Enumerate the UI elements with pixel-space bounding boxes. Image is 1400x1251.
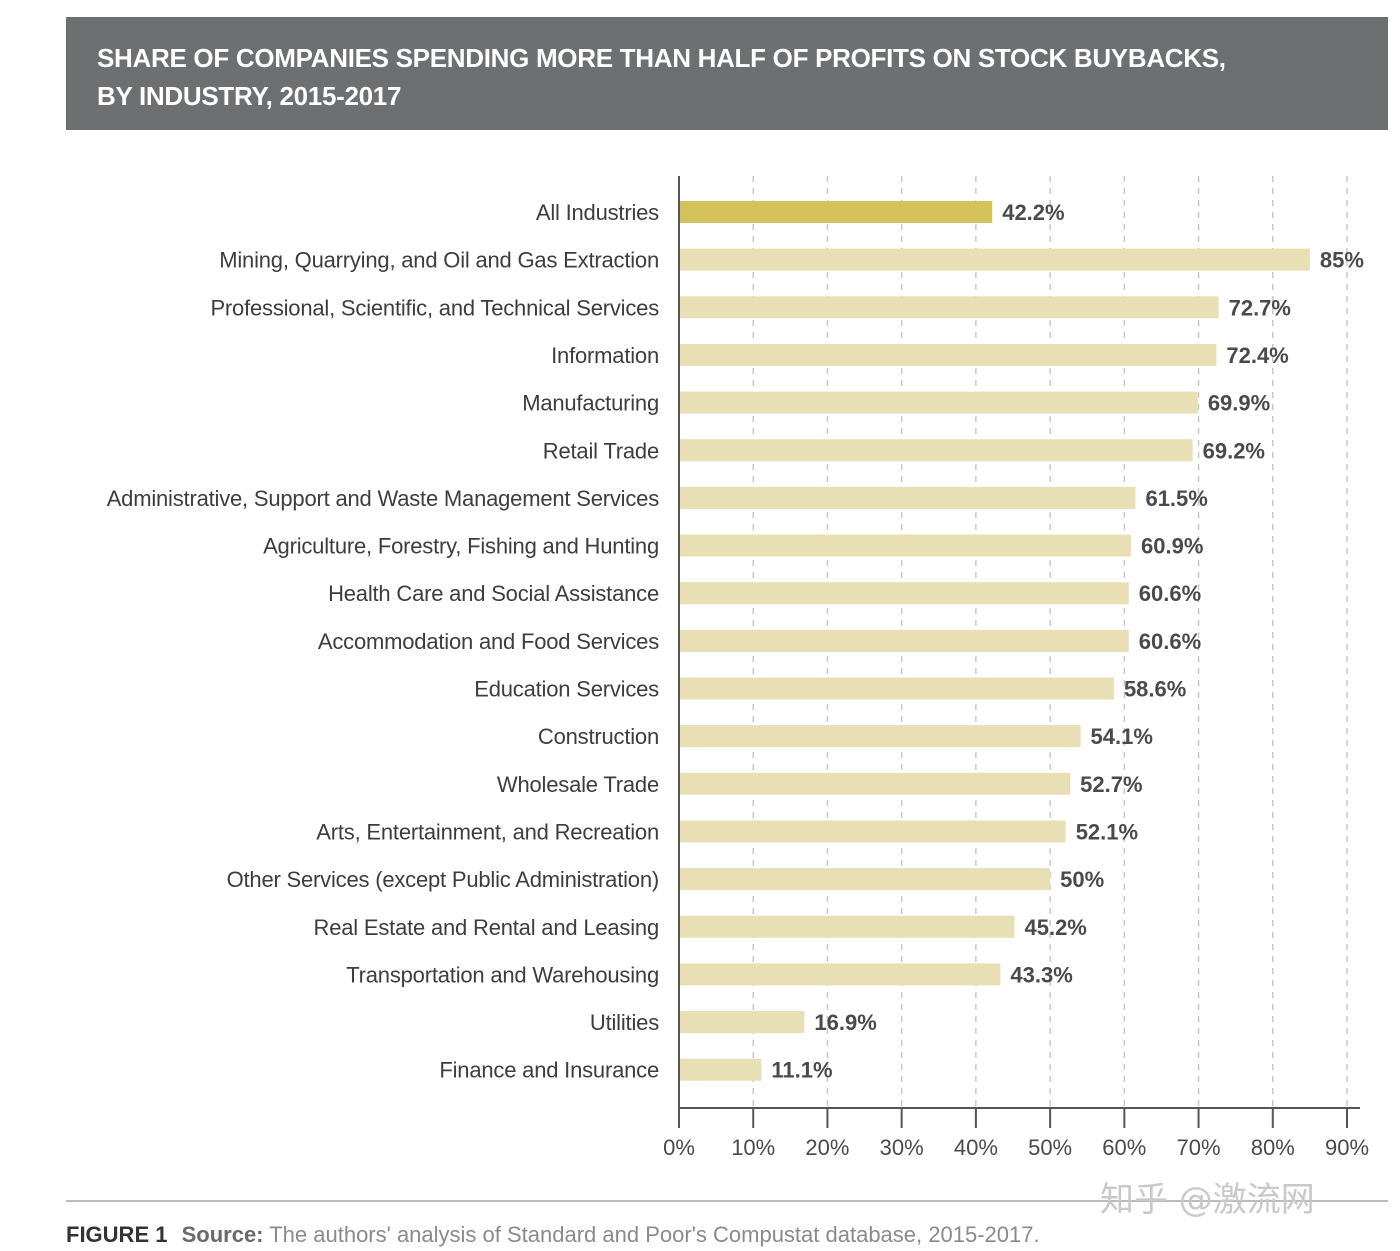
bar [679,343,1217,366]
category-label: Finance and Insurance [439,1058,659,1083]
source-text: The authors' analysis of Standard and Po… [269,1222,1040,1247]
category-label: Other Services (except Public Administra… [227,867,659,892]
bar [679,391,1198,414]
category-label: Administrative, Support and Waste Manage… [107,486,659,511]
bar [679,486,1136,509]
category-label: Information [551,343,659,368]
category-label: Mining, Quarrying, and Oil and Gas Extra… [219,248,659,273]
category-label: Health Care and Social Assistance [328,581,659,606]
bar [679,915,1015,938]
x-tick-label: 90% [1325,1135,1369,1160]
x-tick-label: 0% [663,1135,695,1160]
category-label: Manufacturing [522,391,659,416]
bar [679,677,1114,700]
category-label: Arts, Entertainment, and Recreation [316,819,659,844]
bar [679,296,1219,319]
bar [679,725,1081,748]
category-label: Construction [538,724,659,749]
x-tick-label: 20% [805,1135,849,1160]
category-label: Agriculture, Forestry, Fishing and Hunti… [263,534,659,559]
value-label: 43.3% [1010,962,1072,987]
bar [679,582,1129,605]
chart-title-line-2: BY INDUSTRY, 2015-2017 [97,81,402,111]
value-label: 45.2% [1024,915,1086,940]
bar [679,772,1071,795]
value-label: 72.4% [1226,343,1288,368]
category-label: All Industries [536,200,659,225]
category-label: Transportation and Warehousing [346,962,659,987]
category-label: Wholesale Trade [497,772,659,797]
value-label: 58.6% [1124,677,1186,702]
x-tick-label: 40% [954,1135,998,1160]
figure-id: FIGURE 1 [66,1222,168,1247]
value-label: 85% [1320,248,1364,273]
bar [679,820,1066,843]
watermark: 知乎 @激流网 [1100,1180,1315,1220]
value-label: 11.1% [771,1058,832,1083]
bar [679,963,1001,986]
value-label: 60.9% [1141,534,1203,559]
value-label: 42.2% [1002,200,1064,225]
x-tick-label: 10% [731,1135,775,1160]
value-label: 61.5% [1145,486,1207,511]
value-label: 50% [1060,867,1104,892]
category-label: Real Estate and Rental and Leasing [314,915,659,940]
bar [679,439,1193,462]
category-label: Professional, Scientific, and Technical … [210,295,659,320]
category-label: Utilities [590,1010,659,1035]
bar [679,534,1132,557]
figure-caption: FIGURE 1 Source: The authors' analysis o… [66,1222,1040,1248]
category-label: Retail Trade [543,438,659,463]
value-label: 72.7% [1229,295,1291,320]
category-label: Education Services [474,677,659,702]
value-label: 54.1% [1091,724,1153,749]
bar [679,1011,805,1034]
value-label: 60.6% [1139,629,1201,654]
bar [679,248,1310,271]
x-tick-label: 80% [1251,1135,1295,1160]
bar [679,1058,762,1081]
value-label: 60.6% [1139,581,1201,606]
chart-title-line-1: SHARE OF COMPANIES SPENDING MORE THAN HA… [97,43,1226,73]
x-tick-label: 60% [1102,1135,1146,1160]
value-label: 69.9% [1208,391,1270,416]
chart-title-banner: SHARE OF COMPANIES SPENDING MORE THAN HA… [66,17,1388,130]
source-label: Source: [181,1222,264,1247]
value-label: 52.1% [1076,819,1138,844]
bar [679,201,993,223]
x-tick-label: 30% [880,1135,924,1160]
x-tick-label: 50% [1028,1135,1072,1160]
value-label: 69.2% [1203,438,1265,463]
x-tick-label: 70% [1177,1135,1221,1160]
bar [679,868,1051,891]
footer-divider [66,1200,1388,1202]
bar [679,629,1129,652]
value-label: 52.7% [1080,772,1142,797]
category-label: Accommodation and Food Services [318,629,659,654]
value-label: 16.9% [814,1010,876,1035]
